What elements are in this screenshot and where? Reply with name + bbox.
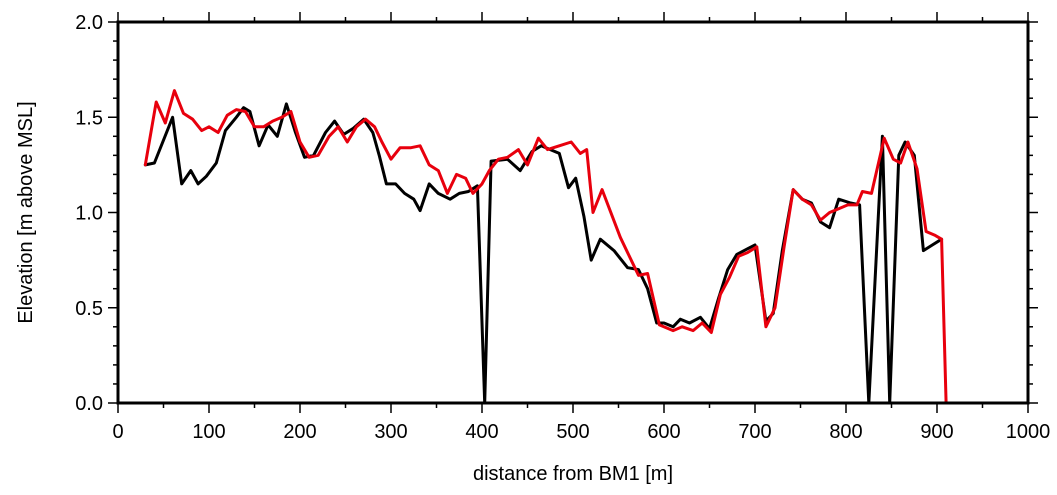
x-tick-label: 400	[465, 421, 498, 443]
x-tick-label: 300	[374, 421, 407, 443]
series-layer	[143, 89, 948, 405]
y-tick-label: 2.0	[75, 12, 103, 34]
y-axis-title: Elevation [m above MSL]	[15, 101, 37, 323]
x-tick-label: 0	[112, 421, 123, 443]
x-tick-label: 200	[283, 421, 316, 443]
y-tick-label: 1.0	[75, 203, 103, 225]
y-tick-label: 0.5	[75, 298, 103, 320]
y-tick-label: 1.5	[75, 107, 103, 129]
y-tick-label: 0.0	[75, 393, 103, 415]
x-tick-label: 600	[647, 421, 680, 443]
x-axis-title: distance from BM1 [m]	[473, 463, 673, 485]
x-tick-label: 100	[192, 421, 225, 443]
x-tick-label: 500	[556, 421, 589, 443]
x-tick-label: 800	[829, 421, 862, 443]
series-line-2	[143, 89, 948, 405]
tick-labels-layer: 0 100 200 300 400 500 600 700 800 900 1000 0.0 0.5 1.…	[75, 12, 1050, 443]
x-tick-label: 900	[920, 421, 953, 443]
series-line-1	[143, 102, 944, 405]
x-tick-label: 1000	[1006, 421, 1051, 443]
ticks-layer	[108, 12, 1038, 413]
x-tick-label: 700	[738, 421, 771, 443]
